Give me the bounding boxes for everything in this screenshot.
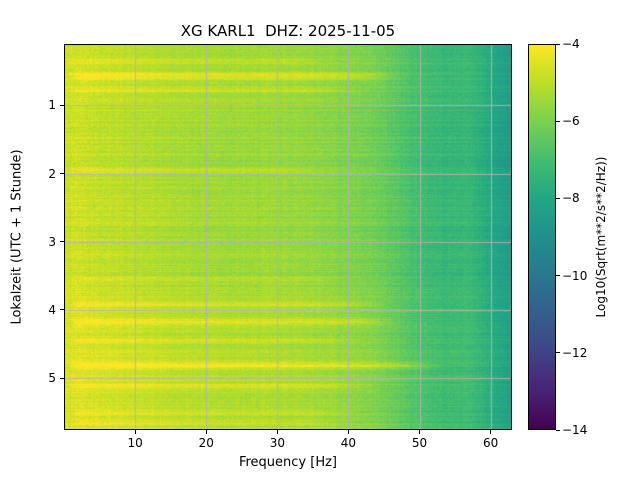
colorbar-tick-mark	[556, 352, 560, 354]
colorbar-tick-mark	[556, 43, 560, 45]
x-tick-label: 20	[198, 436, 214, 450]
colorbar-tick-label: −10	[562, 268, 588, 283]
x-tick-mark	[419, 430, 421, 434]
x-tick-mark	[347, 430, 349, 434]
y-tick-label: 5	[48, 371, 56, 386]
x-tick-mark	[490, 430, 492, 434]
colorbar-tick-label: −12	[562, 345, 588, 360]
x-tick-mark	[276, 430, 278, 434]
y-tick-mark	[60, 309, 64, 311]
x-tick-label: 30	[269, 436, 285, 450]
y-tick-label: 4	[48, 302, 56, 317]
colorbar-tick-mark	[556, 197, 560, 199]
x-tick-label: 40	[340, 436, 357, 450]
x-tick-mark	[205, 430, 207, 434]
colorbar-tick-mark	[556, 429, 560, 431]
colorbar-label: Log10(Sqrt(m**2/s**2/Hz))	[594, 156, 608, 318]
y-tick-label: 2	[48, 166, 56, 181]
chart-title: XG KARL1 DHZ: 2025-11-05	[180, 22, 396, 40]
x-tick-label: 60	[483, 436, 499, 450]
x-tick-label: 10	[127, 436, 143, 450]
colorbar-tick-mark	[556, 275, 560, 277]
y-tick-mark	[60, 377, 64, 379]
y-tick-mark	[60, 241, 64, 243]
y-axis-label: Lokalzeit (UTC + 1 Stunde)	[9, 149, 25, 325]
colorbar-tick-label: −8	[562, 191, 580, 206]
colorbar-gradient	[528, 44, 556, 430]
colorbar-tick-label: −14	[562, 423, 588, 437]
colorbar-tick-label: −6	[562, 114, 580, 129]
colorbar-tick-mark	[556, 120, 560, 122]
x-axis-label: Frequency [Hz]	[238, 455, 338, 470]
y-tick-mark	[60, 173, 64, 175]
colorbar-tick-label: −4	[562, 37, 580, 51]
y-tick-label: 1	[48, 98, 56, 113]
y-tick-label: 3	[48, 234, 56, 249]
x-tick-mark	[134, 430, 136, 434]
x-tick-label: 50	[411, 436, 428, 450]
y-tick-mark	[60, 104, 64, 106]
spectrogram-heatmap	[64, 44, 512, 430]
